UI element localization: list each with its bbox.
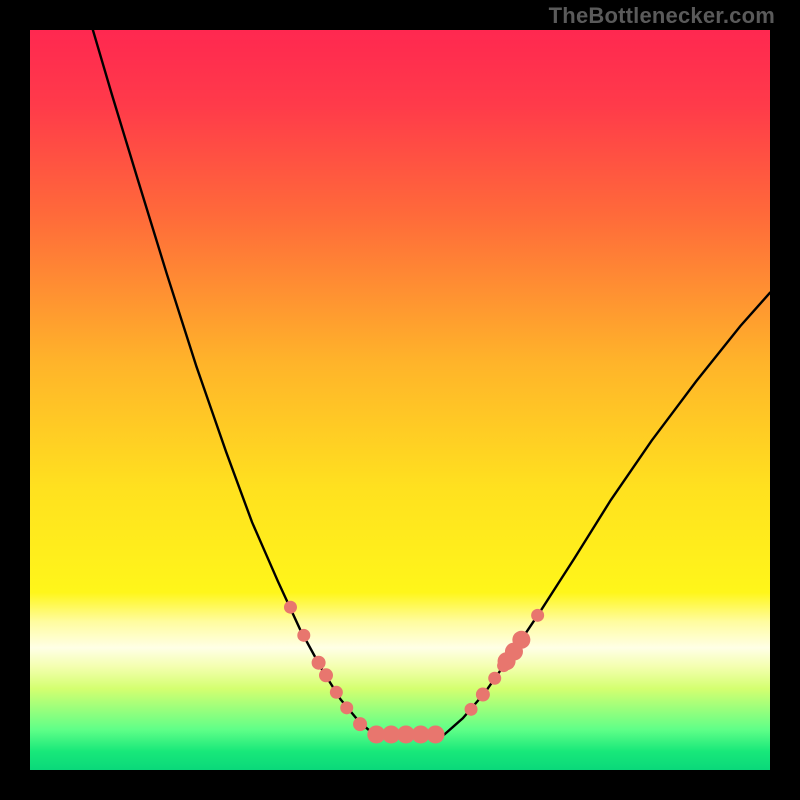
bottleneck-curve bbox=[93, 30, 770, 734]
data-marker bbox=[476, 688, 490, 702]
data-marker bbox=[465, 703, 478, 716]
curve-layer bbox=[30, 30, 770, 770]
data-marker bbox=[427, 725, 445, 743]
data-marker bbox=[330, 686, 343, 699]
data-marker bbox=[340, 701, 353, 714]
data-marker bbox=[512, 631, 530, 649]
data-marker bbox=[531, 609, 544, 622]
watermark-text: TheBottlenecker.com bbox=[549, 3, 775, 29]
data-marker bbox=[297, 629, 310, 642]
data-marker bbox=[312, 656, 326, 670]
data-marker bbox=[319, 668, 333, 682]
data-marker bbox=[284, 601, 297, 614]
plot-area bbox=[30, 30, 770, 770]
data-marker bbox=[488, 672, 501, 685]
chart-stage: TheBottlenecker.com bbox=[0, 0, 800, 800]
data-marker bbox=[353, 717, 367, 731]
